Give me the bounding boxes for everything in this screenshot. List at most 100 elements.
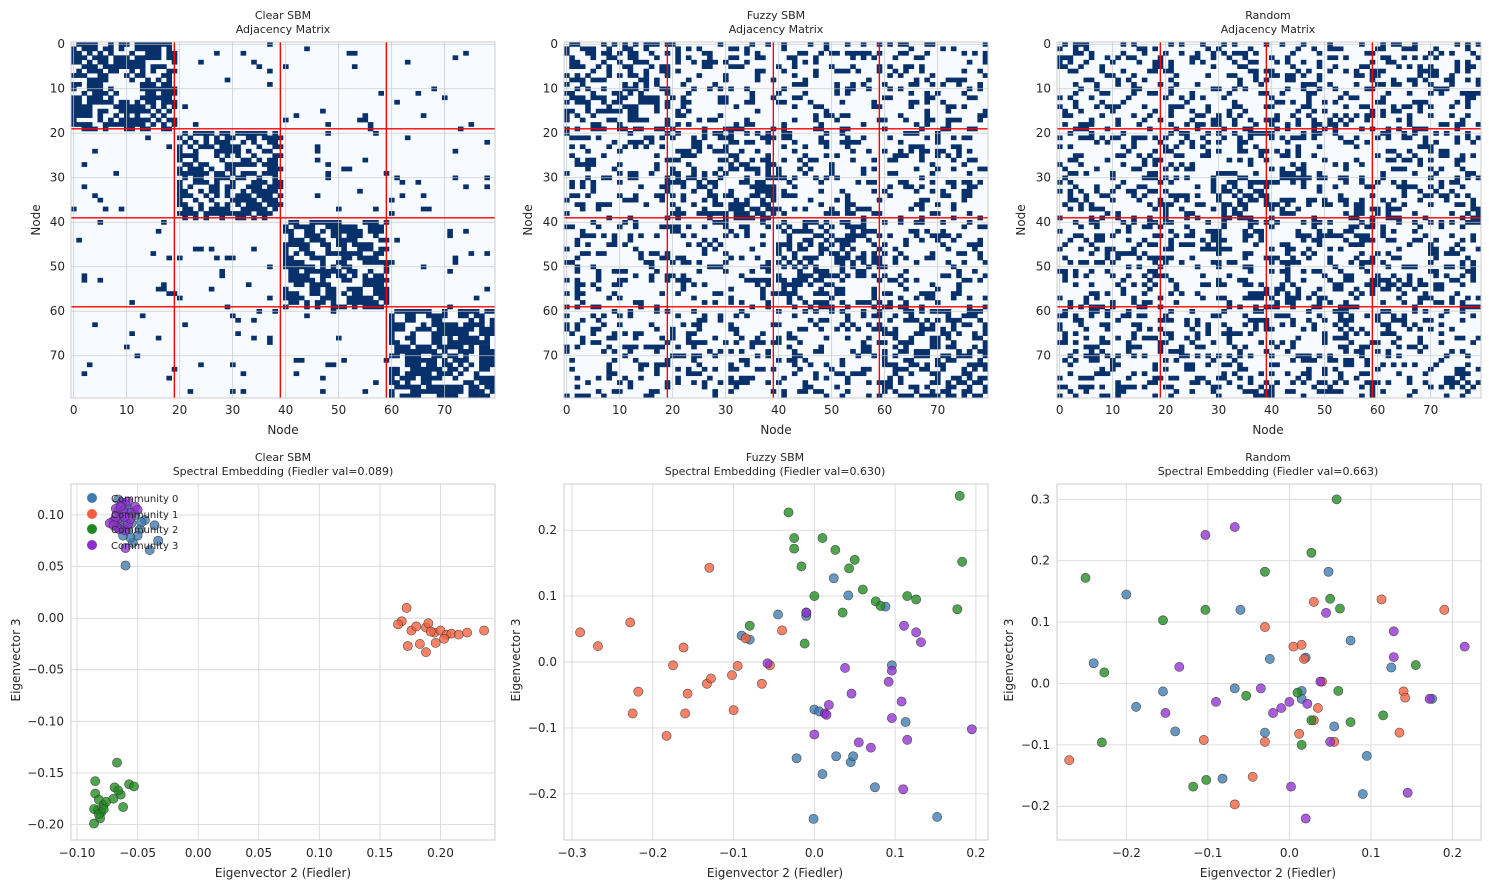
heatmap-cell [574,322,581,328]
scatter-point [89,818,99,829]
heatmap-cell [982,73,989,78]
heatmap-cell [685,366,692,372]
heatmap-cell [1290,179,1296,185]
heatmap-cell [654,77,660,83]
heatmap-cell [834,326,840,332]
heatmap-cell [760,179,766,185]
heatmap-cell [972,50,978,56]
heatmap-cell [1247,117,1254,123]
heatmap-cell [161,99,167,105]
heatmap-cell [701,211,708,216]
heatmap-cell [1083,135,1090,141]
heatmap-cell [1279,166,1286,172]
heatmap-cell [807,237,814,243]
heatmap-cell [1438,331,1445,336]
heatmap-cell [1104,193,1111,199]
heatmap-cell [288,273,294,279]
heatmap-cell [569,153,575,158]
heatmap-cell [733,380,740,385]
heatmap-cell [924,255,930,261]
heatmap-cell [754,277,761,283]
heatmap-cell [86,64,93,69]
heatmap-cell [1406,393,1413,399]
heatmap-cell [606,144,612,150]
heatmap-cell [404,59,411,65]
heatmap-cell [866,228,872,234]
heatmap-cell [813,68,819,74]
heatmap-cell [744,46,750,52]
heatmap-cell [590,113,597,118]
heatmap-cell [1300,380,1307,385]
heatmap-cell [1316,295,1323,301]
heatmap-cell [950,326,957,332]
heatmap-cell [1078,233,1084,239]
heatmap-cell [1194,113,1201,118]
heatmap-cell [1088,117,1095,123]
scatter-point [108,793,119,804]
heatmap-cell [844,273,851,279]
heatmap-cell [1449,326,1455,332]
heatmap-cell [1311,268,1317,274]
heatmap-cell [744,357,750,363]
heatmap-cell [802,162,809,167]
heatmap-cell [1083,389,1090,394]
heatmap-cell [924,326,930,332]
heatmap-cell [1125,344,1132,350]
heatmap-cell [1300,135,1307,141]
heatmap-cell [760,184,766,190]
heatmap-cell [373,206,379,212]
heatmap-cell [1475,135,1482,141]
heatmap-cell [1390,77,1397,83]
heatmap-cell [1390,313,1397,319]
heatmap-cell [1125,375,1132,381]
heatmap-cell [1422,144,1429,150]
heatmap-cell [81,162,88,167]
heatmap-cell [961,260,968,265]
heatmap-cell [1390,317,1397,323]
heatmap-cell [738,380,745,385]
heatmap-cell [484,362,490,368]
heatmap-cell [1088,251,1095,256]
heatmap-cell [696,117,703,123]
heatmap-cell [198,59,204,65]
heatmap-cell [341,260,347,265]
heatmap-cell [1221,50,1227,56]
heatmap-cell [797,260,803,265]
heatmap-cell [1131,135,1137,141]
heatmap-cell [611,90,618,96]
heatmap-cell [1062,384,1068,390]
heatmap-cell [1417,300,1423,305]
heatmap-cell [632,197,639,203]
heatmap-cell [357,286,363,292]
heatmap-cell [468,317,475,323]
heatmap-cell [76,113,82,118]
heatmap-cell [1422,139,1429,145]
heatmap-cell [1258,82,1264,87]
heatmap-cell [897,282,904,288]
heatmap-cell [791,193,798,199]
heatmap-cell [632,300,639,305]
heatmap-cell [1343,322,1349,328]
heatmap-cell [728,366,734,372]
heatmap-cell [479,349,485,354]
heatmap-cell [675,113,681,118]
heatmap-cell [1459,224,1466,230]
heatmap-cell [219,171,225,176]
heatmap-cell [585,104,591,110]
heatmap-cell [1189,55,1196,61]
scatter-ytick-label: 0.10 [37,508,64,522]
heatmap-cell [1417,349,1423,354]
heatmap-cell [97,277,104,283]
heatmap-cell [579,135,586,141]
heatmap-cell [187,144,194,150]
heatmap-cell [929,340,936,345]
heatmap-cell [1406,148,1413,154]
heatmap-cell [341,246,347,252]
heatmap-cell [982,273,989,279]
heatmap-cell [950,393,957,399]
heatmap-cell [362,242,369,247]
heatmap-cell [208,188,215,194]
heatmap-cell [749,375,756,381]
heatmap-cell [267,202,273,207]
heatmap-cell [622,144,628,150]
